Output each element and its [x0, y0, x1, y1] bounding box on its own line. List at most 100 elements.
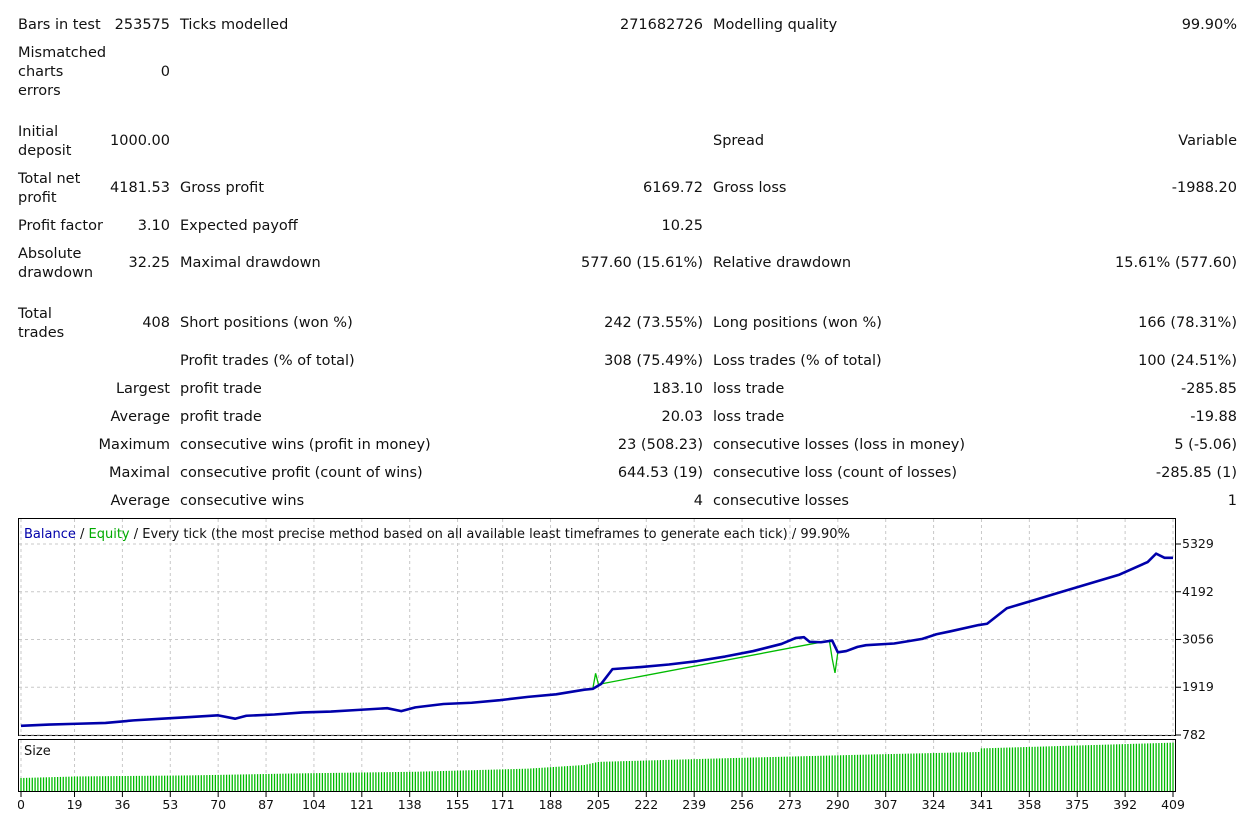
title-rest: / Every tick (the most precise method ba… — [130, 527, 850, 542]
maximal-drawdown-label: Maximal drawdown — [180, 255, 321, 271]
profit-factor-value: 3.10 — [137, 218, 170, 234]
size-panel-frame — [18, 739, 1176, 792]
profit-trades-value: 308 (75.49%) — [604, 353, 703, 369]
y-tick-label: 4192 — [1182, 584, 1214, 599]
spread-value: Variable — [1178, 133, 1237, 149]
relative-drawdown-value: 15.61% (577.60) — [1115, 255, 1237, 271]
average-consec-profit-value: 4 — [693, 493, 703, 509]
total-net-profit-value: 4181.53 — [110, 180, 170, 196]
total-net-profit-label: Total net profit — [18, 171, 81, 206]
average-consec-prefix: Average — [110, 493, 170, 509]
x-tick-label: 239 — [682, 797, 706, 812]
x-tick-label: 409 — [1161, 797, 1185, 812]
x-tick-label: 324 — [922, 797, 946, 812]
equity-line — [592, 639, 839, 689]
long-positions-value: 166 (78.31%) — [1138, 315, 1237, 331]
maximum-profit-value: 23 (508.23) — [617, 437, 703, 453]
chart-title: Balance / Equity / Every tick (the most … — [24, 527, 850, 542]
y-ticks: 5329 4192 3056 1919 782 — [1176, 536, 1214, 742]
average-loss-label: loss trade — [713, 409, 785, 425]
gross-loss-value: -1988.20 — [1171, 180, 1237, 196]
main-plot-frame — [18, 518, 1176, 736]
relative-drawdown-label: Relative drawdown — [713, 255, 852, 271]
y-tick-label: 5329 — [1182, 536, 1214, 551]
balance-line — [20, 552, 1173, 728]
x-tick-label: 87 — [258, 797, 274, 812]
x-tick-label: 53 — [162, 797, 178, 812]
x-tick-label: 375 — [1065, 797, 1089, 812]
modelling-quality-label: Modelling quality — [713, 17, 838, 33]
x-tick-label: 0 — [18, 797, 25, 812]
x-tick-label: 138 — [398, 797, 422, 812]
x-tick-label: 273 — [778, 797, 802, 812]
ticks-modelled-value: 271682726 — [619, 17, 703, 33]
profit-factor-label: Profit factor — [18, 218, 103, 234]
maximal-loss-value: -285.85 (1) — [1155, 465, 1237, 481]
balance-chart: 5329 4192 3056 1919 782 0 19 36 53 70 87 104 121 138… — [17, 518, 1242, 818]
expected-payoff-value: 10.25 — [661, 218, 703, 234]
average-profit-label: profit trade — [180, 409, 262, 425]
y-tick-label: 782 — [1182, 727, 1206, 742]
largest-profit-value: 183.10 — [652, 381, 703, 397]
x-tick-label: 19 — [67, 797, 83, 812]
total-trades-label: Total trades — [18, 306, 65, 341]
gross-loss-label: Gross loss — [713, 180, 787, 196]
x-tick-label: 121 — [350, 797, 374, 812]
series-lines — [20, 552, 1173, 728]
title-sep: / — [76, 527, 89, 542]
average-loss-value: -19.88 — [1190, 409, 1237, 425]
x-tick-label: 256 — [730, 797, 754, 812]
maximum-profit-label: consecutive wins (profit in money) — [180, 437, 431, 453]
average-consec-loss-label: consecutive losses — [713, 493, 849, 509]
absolute-drawdown-label: Absolute drawdown — [18, 246, 94, 281]
total-trades-value: 408 — [142, 315, 170, 331]
maximal-drawdown-value: 577.60 (15.61%) — [581, 255, 703, 271]
spread-label: Spread — [713, 133, 765, 149]
x-tick-label: 205 — [586, 797, 610, 812]
average-consec-loss-value: 1 — [1227, 493, 1237, 509]
initial-deposit-value: 1000.00 — [110, 133, 170, 149]
gross-profit-label: Gross profit — [180, 180, 265, 196]
x-tick-label: 155 — [446, 797, 470, 812]
average-consec-profit-label: consecutive wins — [180, 493, 305, 509]
long-positions-label: Long positions (won %) — [713, 315, 882, 331]
bars-in-test-value: 253575 — [114, 17, 170, 33]
maximum-prefix: Maximum — [98, 437, 170, 453]
title-equity: Equity — [89, 527, 130, 542]
short-positions-value: 242 (73.55%) — [604, 315, 703, 331]
mismatched-value: 0 — [160, 64, 170, 80]
bars-in-test-label: Bars in test — [18, 17, 101, 33]
largest-prefix: Largest — [115, 381, 170, 397]
size-label: Size — [24, 744, 51, 759]
x-tick-label: 307 — [874, 797, 898, 812]
title-balance: Balance — [24, 527, 76, 542]
y-tick-label: 1919 — [1182, 679, 1214, 694]
x-tick-label: 104 — [302, 797, 326, 812]
maximum-loss-label: consecutive losses (loss in money) — [713, 437, 966, 453]
x-tick-label: 70 — [210, 797, 226, 812]
average-prefix: Average — [110, 409, 170, 425]
initial-deposit-label: Initial deposit — [18, 124, 72, 159]
x-tick-label: 290 — [826, 797, 850, 812]
x-tick-label: 171 — [491, 797, 515, 812]
profit-trades-label: Profit trades (% of total) — [180, 353, 355, 369]
x-tick-label: 392 — [1113, 797, 1137, 812]
ticks-modelled-label: Ticks modelled — [180, 17, 289, 33]
x-tick-label: 36 — [114, 797, 130, 812]
absolute-drawdown-value: 32.25 — [128, 255, 170, 271]
modelling-quality-value: 99.90% — [1181, 17, 1237, 33]
short-positions-label: Short positions (won %) — [180, 315, 353, 331]
largest-loss-value: -285.85 — [1181, 381, 1237, 397]
loss-trades-value: 100 (24.51%) — [1138, 353, 1237, 369]
average-profit-value: 20.03 — [661, 409, 703, 425]
gross-profit-value: 6169.72 — [643, 180, 703, 196]
x-tick-label: 222 — [634, 797, 658, 812]
expected-payoff-label: Expected payoff — [180, 218, 298, 234]
chart-svg: 5329 4192 3056 1919 782 0 19 36 53 70 87 104 121 138… — [17, 518, 1214, 812]
loss-trades-label: Loss trades (% of total) — [713, 353, 882, 369]
maximal-prefix: Maximal — [108, 465, 170, 481]
largest-loss-label: loss trade — [713, 381, 785, 397]
x-tick-label: 188 — [539, 797, 563, 812]
largest-profit-label: profit trade — [180, 381, 262, 397]
maximal-loss-label: consecutive loss (count of losses) — [713, 465, 958, 481]
